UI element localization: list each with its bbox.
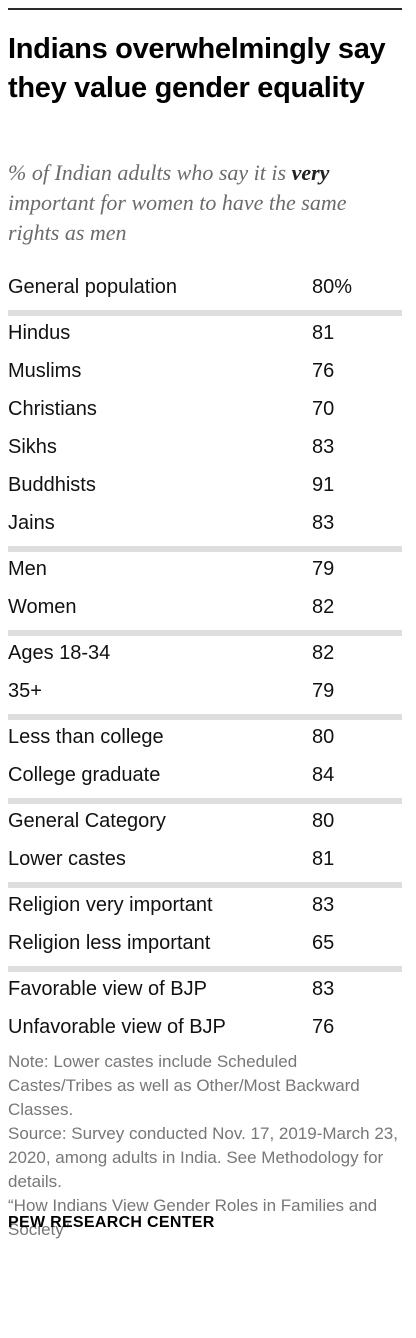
table-row: Christians 70 — [8, 392, 402, 430]
row-label: Lower castes — [8, 848, 126, 870]
table-row: Religion less important 65 — [8, 926, 402, 964]
table-row: Lower castes 81 — [8, 842, 402, 880]
row-value: 80 — [312, 810, 335, 832]
subtitle-emphasis: very — [291, 160, 330, 185]
row-label: General Category — [8, 810, 166, 832]
data-table: General population 80% Hindus 81 Muslims 76 Ch… — [8, 270, 402, 1048]
note-text: Note: Lower castes include Scheduled Cas… — [8, 1052, 360, 1119]
row-label: Less than college — [8, 726, 164, 748]
table-row: Buddhists 91 — [8, 468, 402, 506]
row-value: 76 — [312, 1016, 335, 1038]
table-row: General population 80% — [8, 270, 402, 308]
row-label: Favorable view of BJP — [8, 978, 207, 1000]
row-label: 35+ — [8, 680, 42, 702]
row-label: Religion less important — [8, 932, 211, 954]
row-value: 70 — [312, 398, 335, 420]
row-value: 80% — [312, 276, 353, 298]
row-value: 84 — [312, 764, 335, 786]
top-rule — [8, 8, 402, 10]
row-value: 83 — [312, 436, 335, 458]
row-label: Jains — [8, 512, 55, 534]
row-value: 83 — [312, 978, 335, 1000]
source-text: Source: Survey conducted Nov. 17, 2019-M… — [8, 1124, 398, 1191]
table-row: Men 79 — [8, 552, 402, 590]
table-row: Muslims 76 — [8, 354, 402, 392]
row-value: 82 — [312, 596, 335, 618]
group-separator — [8, 882, 402, 888]
table-row: Religion very important 83 — [8, 888, 402, 926]
row-value: 82 — [312, 642, 335, 664]
subtitle-lead: % of Indian adults who say it is — [8, 160, 292, 185]
table-row: Ages 18-34 82 — [8, 636, 402, 674]
group-separator — [8, 630, 402, 636]
table-row: Unfavorable view of BJP 76 — [8, 1010, 402, 1048]
row-label: General population — [8, 276, 178, 298]
group-separator — [8, 798, 402, 804]
row-label: Ages 18-34 — [8, 642, 111, 664]
row-label: Women — [8, 596, 77, 618]
row-label: Unfavorable view of BJP — [8, 1016, 226, 1038]
row-value: 83 — [312, 512, 335, 534]
row-label: Sikhs — [8, 436, 57, 458]
chart-title: Indians overwhelmingly say they value ge… — [8, 33, 386, 104]
row-value: 76 — [312, 360, 335, 382]
subtitle-tail: important for women to have the same rig… — [8, 190, 347, 245]
footnotes: Note: Lower castes include Scheduled Cas… — [8, 1050, 403, 1242]
row-value: 79 — [312, 680, 335, 702]
row-label: Religion very important — [8, 894, 213, 916]
group-separator — [8, 966, 402, 972]
table-row: Less than college 80 — [8, 720, 402, 758]
table-row: 35+ 79 — [8, 674, 402, 712]
table-row: Jains 83 — [8, 506, 402, 544]
row-value: 65 — [312, 932, 335, 954]
row-label: Men — [8, 558, 47, 580]
row-value: 79 — [312, 558, 335, 580]
row-label: College graduate — [8, 764, 161, 786]
table-row: Hindus 81 — [8, 316, 402, 354]
table-row: College graduate 84 — [8, 758, 402, 796]
chart-subtitle: % of Indian adults who say it is very im… — [8, 158, 403, 248]
row-label: Christians — [8, 398, 97, 420]
table-row: General Category 80 — [8, 804, 402, 842]
row-value: 83 — [312, 894, 335, 916]
row-label: Hindus — [8, 322, 71, 344]
group-separator — [8, 310, 402, 316]
brand-label: PEW RESEARCH CENTER — [8, 1214, 215, 1231]
table-row: Sikhs 83 — [8, 430, 402, 468]
row-label: Muslims — [8, 360, 82, 382]
table-row: Favorable view of BJP 83 — [8, 972, 402, 1010]
table-row: Women 82 — [8, 590, 402, 628]
group-separator — [8, 546, 402, 552]
report-title: “How Indians View Gender Roles in Famili… — [8, 1196, 378, 1239]
group-separator — [8, 714, 402, 720]
row-value: 80 — [312, 726, 335, 748]
row-value: 81 — [312, 848, 335, 870]
row-value: 81 — [312, 322, 335, 344]
row-label: Buddhists — [8, 474, 96, 496]
row-value: 91 — [312, 474, 335, 496]
